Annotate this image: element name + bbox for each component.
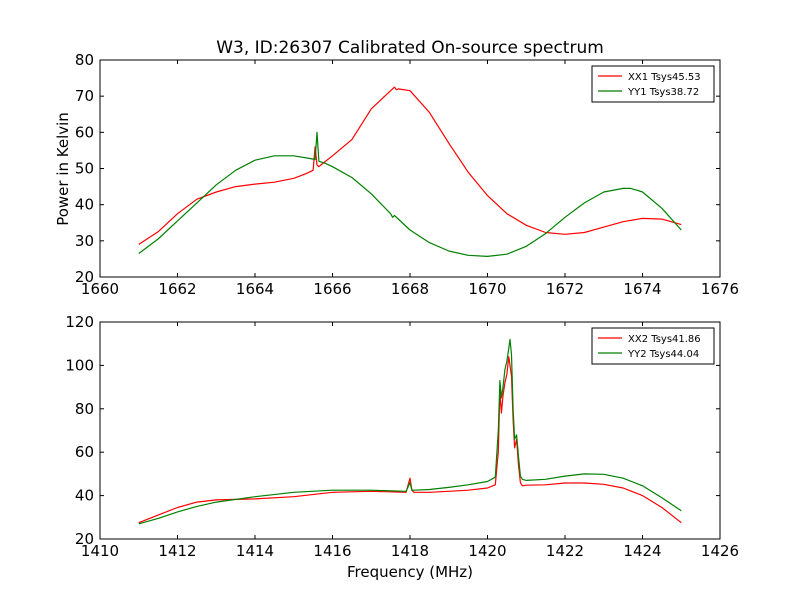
y-tick-label: 100 [65,356,94,374]
legend-label: XX2 Tsys41.86 [628,334,701,345]
bottom-panel: 1410 1412 1414 1416 1418 1420 1422 1424 1426 20 40… [65,313,739,560]
y-tick-label: 80 [75,400,94,418]
x-tick-label: 1660 [81,280,119,298]
series-line-1-1 [138,338,682,525]
y-axis-label: Power in Kelvin [54,112,72,226]
legend-box [591,327,715,365]
legend-label: YY1 Tsys38.72 [627,87,699,98]
x-tick-label: 1674 [623,280,661,298]
x-axis-label: Frequency (MHz) [347,563,473,581]
y-tick-label: 120 [65,313,94,331]
x-tick-label: 1410 [81,542,119,560]
x-tick-label: 1420 [468,542,506,560]
series-line-1-0 [138,356,682,524]
y-tick-label: 60 [75,443,94,461]
x-tick-label: 1418 [391,542,429,560]
legend-box [591,65,715,103]
y-tick-label: 80 [75,51,94,69]
x-tick-label: 1412 [158,542,196,560]
x-tick-label: 1676 [701,280,739,298]
y-tick-label: 70 [75,87,94,105]
legend-label: YY2 Tsys44.04 [627,349,699,360]
y-tick-label: 40 [75,196,94,214]
x-tick-label: 1414 [236,542,274,560]
top-panel: 1660 1662 1664 1666 1668 1670 1672 1674 1676 20 30… [75,51,739,298]
x-tick-label: 1664 [236,280,274,298]
x-tick-label: 1424 [623,542,661,560]
y-tick-label: 40 [75,487,94,505]
x-tick-label: 1670 [468,280,506,298]
x-tick-label: 1426 [701,542,739,560]
y-tick-label: 30 [75,232,94,250]
y-tick-label: 50 [75,160,94,178]
x-tick-label: 1672 [546,280,584,298]
y-tick-label: 20 [75,268,94,286]
x-tick-label: 1662 [158,280,196,298]
y-tick-label: 60 [75,123,94,141]
x-tick-label: 1416 [313,542,351,560]
y-tick-label: 20 [75,530,94,548]
x-tick-label: 1422 [546,542,584,560]
series-line-0-0 [138,86,682,245]
legend-label: XX1 Tsys45.53 [628,72,701,83]
chart-title: W3, ID:26307 Calibrated On-source spectr… [216,38,604,58]
series-line-0-1 [138,131,682,257]
x-tick-label: 1668 [391,280,429,298]
x-tick-label: 1666 [313,280,351,298]
